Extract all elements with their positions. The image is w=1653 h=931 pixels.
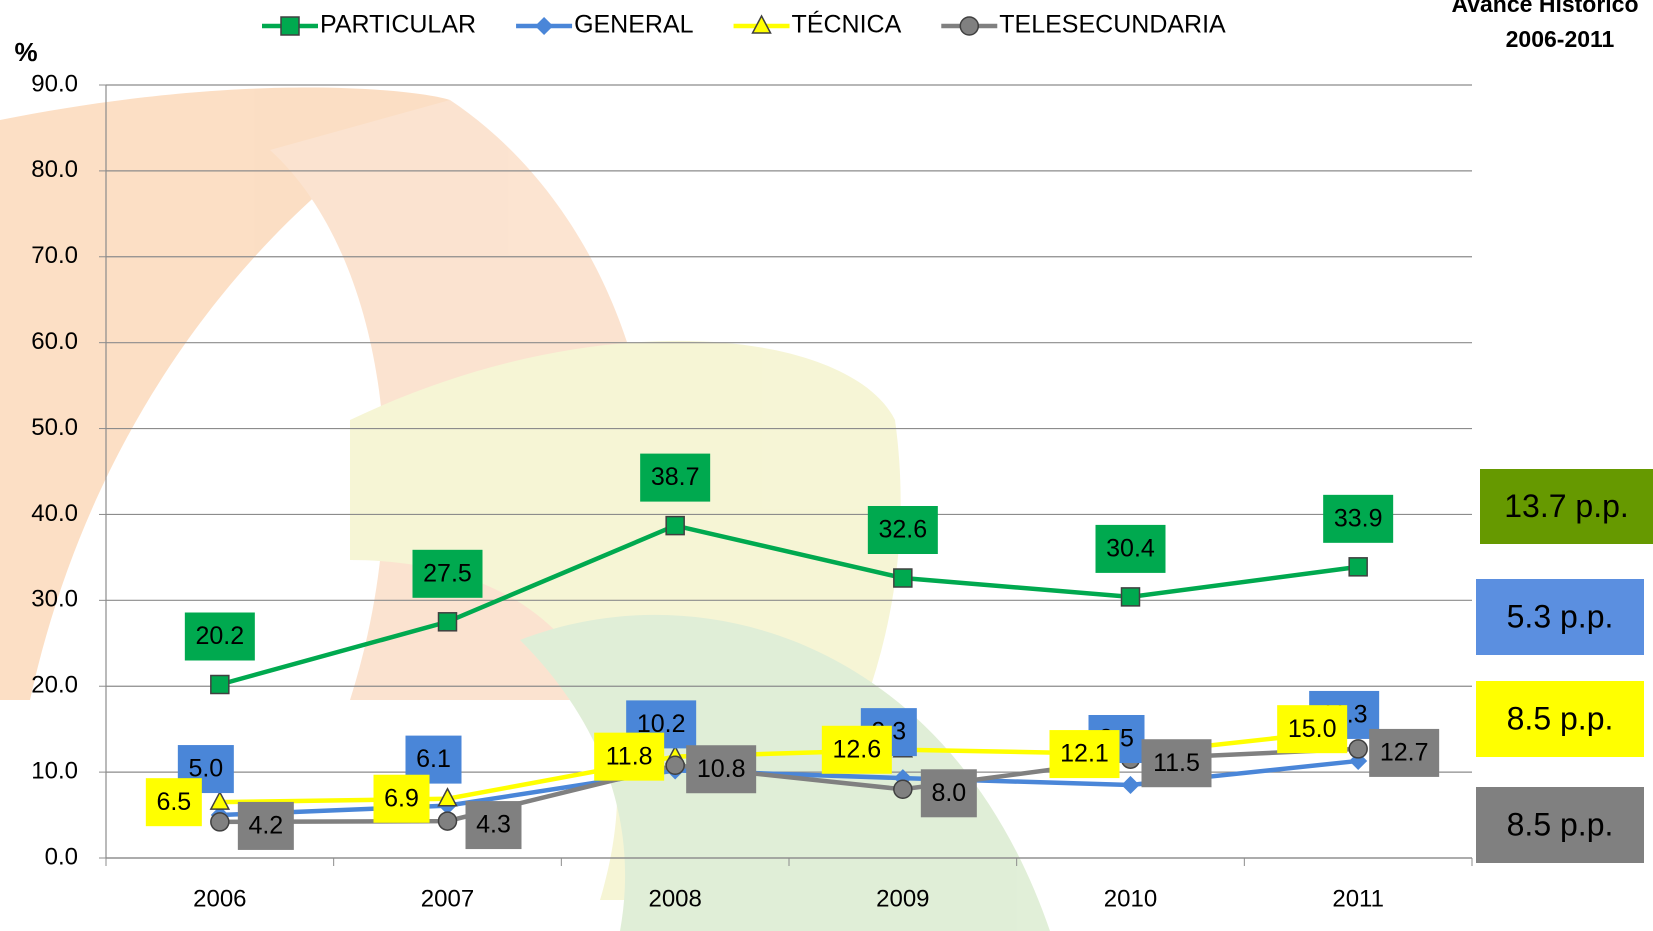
legend-label: GENERAL [574,11,694,39]
marker [665,755,685,775]
data-label: 12.7 [1380,739,1429,767]
data-label: 6.1 [416,745,451,773]
y-tick-label: 20.0 [31,672,78,699]
marker [893,568,913,588]
data-label-box [1277,705,1348,754]
data-label: 6.5 [156,788,191,816]
annotation: 5.3 p.p. [1507,598,1614,634]
chart-subtitle: 2006-2011 [1506,26,1615,52]
data-label-box [594,732,665,781]
data-label: 11.8 [606,742,653,770]
data-label: 32.6 [878,516,927,544]
series [210,515,1368,695]
data-label: 10.8 [697,755,746,783]
x-tick-label: 2006 [193,885,246,912]
y-tick-label: 0.0 [45,843,78,870]
annotation: 8.5 p.p. [1507,700,1614,736]
y-tick-label: 80.0 [31,156,78,183]
annotation-box [1476,579,1644,655]
data-label: 4.2 [248,812,283,840]
marker [1120,587,1141,607]
annotation-box [1476,787,1644,863]
data-label-box [237,801,294,850]
data-label-box [1095,524,1166,573]
data-label: 4.3 [476,811,511,839]
data-label-box [821,725,892,774]
annotation-box [1476,681,1644,757]
x-tick-label: 2008 [648,885,701,912]
data-label-box [412,549,483,598]
y-tick-label: 70.0 [31,242,78,269]
marker [437,811,458,831]
y-tick-label: 90.0 [31,70,78,97]
data-label-box [1323,494,1394,543]
x-tick-label: 2011 [1332,885,1384,912]
data-label: 20.2 [195,622,244,650]
data-label-box [686,745,757,794]
annotation-box [1480,469,1653,544]
marker [210,812,230,832]
data-label-box [867,506,938,555]
data-label-box [1141,739,1212,788]
y-tick-label: 40.0 [31,500,78,527]
data-label-box [1369,728,1440,777]
data-label-box [1049,730,1120,779]
marker [893,779,913,800]
data-label-box [920,769,977,818]
data-label: 38.7 [651,463,700,491]
data-label-box [184,612,255,661]
legend-label: TELESECUNDARIA [999,11,1226,39]
marker [209,790,231,810]
legend-label: PARTICULAR [320,11,476,39]
marker [280,16,300,36]
data-label-box [145,778,202,827]
annotation: 13.7 p.p. [1504,488,1629,524]
data-label-box [465,801,522,850]
x-tick-label: 2010 [1104,885,1157,912]
marker [1121,775,1140,795]
marker [1348,739,1368,759]
y-tick-label: 60.0 [31,328,78,355]
series-line [219,523,1359,687]
x-tick-label: 2009 [876,885,929,912]
y-tick-label: 10.0 [31,757,78,784]
data-label: 27.5 [423,559,472,587]
data-label-box [640,453,711,502]
marker [437,612,458,632]
data-label: 30.4 [1106,535,1155,563]
marker [665,515,685,536]
y-axis-label: % [14,37,37,67]
y-tick-label: 30.0 [31,586,78,613]
marker [210,674,230,695]
y-tick-label: 50.0 [31,414,78,441]
data-label: 12.1 [1060,740,1109,768]
marker [437,787,458,807]
data-label: 11.5 [1153,749,1200,777]
marker [751,14,772,34]
data-label: 12.6 [832,735,881,763]
marker [1348,557,1368,577]
data-label: 5.0 [188,755,223,783]
legend-label: TÉCNICA [792,10,902,39]
data-label: 15.0 [1288,715,1337,743]
annotation: 8.5 p.p. [1507,806,1614,842]
marker [535,16,554,36]
chart-title: Avance Histórico [1451,0,1638,17]
data-label: 8.0 [931,779,966,807]
data-label: 33.9 [1334,504,1383,532]
data-label-box [373,774,430,823]
data-label: 6.9 [384,784,419,812]
marker [959,16,980,36]
x-tick-label: 2007 [421,885,474,912]
